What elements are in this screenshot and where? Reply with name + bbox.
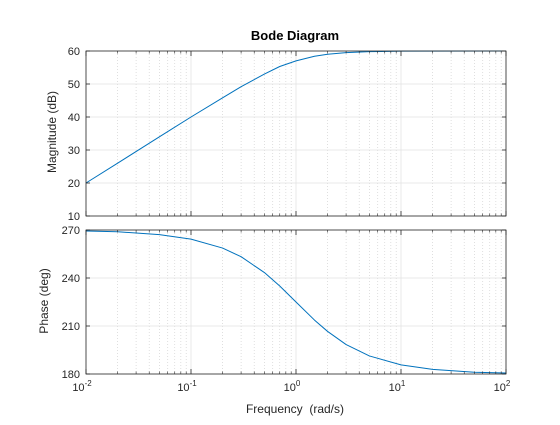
magnitude-y-tick-label: 60 bbox=[68, 46, 80, 58]
magnitude-y-tick-label: 30 bbox=[68, 145, 80, 157]
phase-axes: 180 210 240 270 10-2 10-1 100 101 102 bbox=[62, 225, 511, 394]
phase-y-tick-label: 270 bbox=[62, 225, 80, 237]
phase-y-tick-label: 210 bbox=[62, 321, 80, 333]
magnitude-y-axis-label: Magnitude (dB) bbox=[45, 91, 59, 173]
phase-y-tick-label: 240 bbox=[62, 273, 80, 285]
phase-series-line bbox=[85, 230, 507, 374]
x-tick-label: 10-2 bbox=[72, 379, 92, 394]
x-tick-label: 100 bbox=[284, 379, 301, 394]
x-tick-label: 10-1 bbox=[177, 379, 197, 394]
magnitude-y-tick-label: 10 bbox=[68, 211, 80, 223]
x-tick-label: 102 bbox=[494, 379, 511, 394]
x-tick-label: 101 bbox=[389, 379, 406, 394]
magnitude-axes: 10 20 30 40 50 60 bbox=[68, 46, 507, 223]
magnitude-y-tick-label: 40 bbox=[68, 112, 80, 124]
magnitude-series-line bbox=[85, 50, 507, 184]
magnitude-y-tick-label: 50 bbox=[68, 79, 80, 91]
x-axis-label: Frequency (rad/s) bbox=[246, 402, 344, 416]
chart-title: Bode Diagram bbox=[251, 28, 339, 43]
magnitude-y-tick-label: 20 bbox=[68, 178, 80, 190]
phase-y-axis-label: Phase (deg) bbox=[37, 268, 51, 333]
phase-y-tick-label: 180 bbox=[62, 369, 80, 381]
